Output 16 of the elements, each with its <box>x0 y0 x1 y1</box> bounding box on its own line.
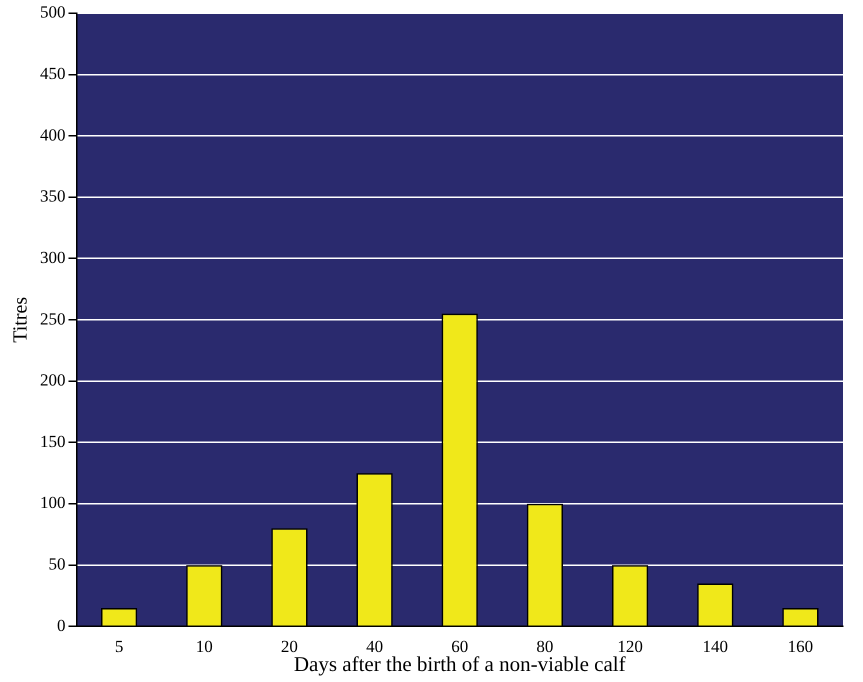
y-tick-label: 250 <box>40 309 66 328</box>
y-tick-label: 500 <box>40 2 66 22</box>
y-tick-label: 200 <box>40 370 66 390</box>
y-tick-label: 400 <box>40 125 66 144</box>
y-tick-label: 300 <box>40 248 66 267</box>
y-tick-label: 100 <box>40 493 66 512</box>
x-tick-label: 10 <box>196 637 213 656</box>
y-tick-label: 50 <box>48 554 66 574</box>
y-axis-title: Titres <box>9 296 32 343</box>
y-tick-label: 450 <box>40 64 66 83</box>
x-tick-label: 160 <box>788 637 814 656</box>
y-tick-label: 150 <box>40 432 66 451</box>
y-tick-label: 0 <box>57 616 66 635</box>
x-tick-label: 5 <box>114 637 124 656</box>
y-tick-label: 350 <box>40 186 66 206</box>
x-tick-label: 140 <box>702 637 728 656</box>
